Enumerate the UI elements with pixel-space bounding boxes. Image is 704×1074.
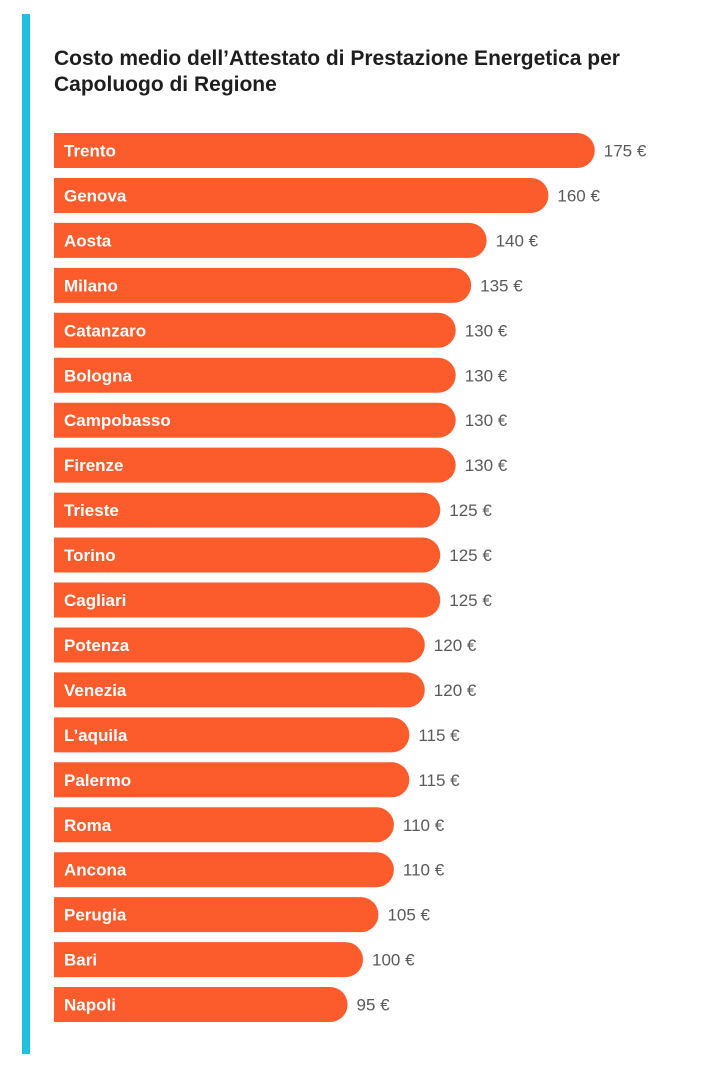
value-label: 120 € [434, 681, 477, 700]
bar-label: Trieste [64, 501, 119, 520]
bar-label: Cagliari [64, 591, 126, 610]
bar-label: Campobasso [64, 411, 171, 430]
bar-label: Torino [64, 546, 116, 565]
value-label: 95 € [357, 996, 391, 1015]
value-label: 130 € [465, 456, 508, 475]
bar-label: Firenze [64, 456, 124, 475]
bar-label: Milano [64, 276, 118, 295]
value-label: 130 € [465, 321, 508, 340]
value-label: 100 € [372, 951, 415, 970]
value-label: 115 € [418, 771, 460, 790]
bar-label: Napoli [64, 996, 116, 1015]
bar-label: Bologna [64, 366, 133, 385]
bar-2 [54, 222, 487, 258]
value-label: 160 € [557, 186, 600, 205]
bar-16 [54, 852, 394, 888]
bar-8 [54, 492, 441, 528]
bar-19 [54, 987, 348, 1023]
bar-13 [54, 717, 410, 753]
bar-15 [54, 807, 394, 843]
bar-label: Roma [64, 816, 112, 835]
bar-label: Potenza [64, 636, 130, 655]
bar-label: Bari [64, 951, 97, 970]
value-label: 135 € [480, 276, 523, 295]
value-label: 115 € [418, 726, 460, 745]
value-label: 125 € [449, 501, 492, 520]
bar-14 [54, 762, 410, 798]
bar-7 [54, 447, 456, 483]
bar-label: Venezia [64, 681, 127, 700]
chart-title: Costo medio dell’Attestato di Prestazion… [54, 47, 620, 96]
value-label: 175 € [604, 142, 647, 161]
bar-6 [54, 402, 456, 438]
value-label: 110 € [403, 816, 445, 835]
bar-label: Catanzaro [64, 321, 146, 340]
bar-9 [54, 537, 441, 573]
value-label: 110 € [403, 861, 445, 880]
value-label: 105 € [387, 906, 430, 925]
value-label: 140 € [496, 231, 539, 250]
bar-label: Ancona [64, 861, 127, 880]
value-label: 120 € [434, 636, 477, 655]
bar-1 [54, 177, 549, 213]
bar-4 [54, 312, 456, 348]
bar-12 [54, 672, 425, 708]
bar-0 [54, 133, 595, 168]
bar-label: Palermo [64, 771, 131, 790]
value-label: 130 € [465, 411, 508, 430]
bar-label: Genova [64, 186, 127, 205]
bar-17 [54, 897, 379, 933]
bar-3 [54, 267, 472, 303]
bar-10 [54, 582, 441, 618]
bar-18 [54, 942, 363, 978]
value-label: 125 € [449, 546, 492, 565]
value-label: 125 € [449, 591, 492, 610]
accent-bar [22, 14, 30, 1054]
bar-label: Aosta [64, 231, 112, 250]
bar-5 [54, 357, 456, 393]
value-label: 130 € [465, 366, 508, 385]
bar-label: L’aquila [64, 726, 128, 745]
bar-11 [54, 627, 425, 663]
bar-label: Perugia [64, 906, 127, 925]
bar-label: Trento [64, 142, 116, 161]
